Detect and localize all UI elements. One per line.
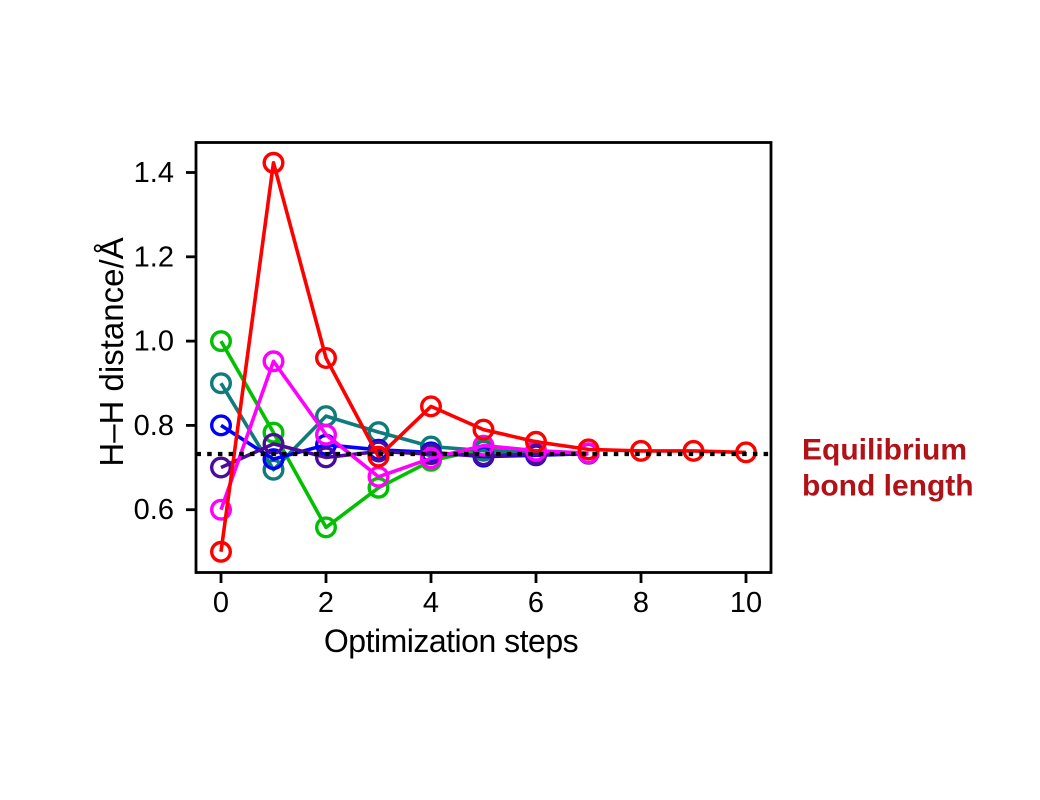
svg-text:0: 0 <box>213 587 229 619</box>
svg-text:0.6: 0.6 <box>134 494 174 526</box>
svg-text:1.2: 1.2 <box>134 241 174 273</box>
svg-text:10: 10 <box>730 587 762 619</box>
svg-text:bond length: bond length <box>802 470 974 503</box>
svg-text:2: 2 <box>318 587 334 619</box>
svg-text:1.0: 1.0 <box>134 326 174 358</box>
svg-text:8: 8 <box>633 587 649 619</box>
svg-text:H–H distance/Å: H–H distance/Å <box>93 237 130 466</box>
svg-text:0.8: 0.8 <box>134 410 174 442</box>
svg-text:Optimization steps: Optimization steps <box>324 623 578 659</box>
svg-text:1.4: 1.4 <box>134 157 174 189</box>
svg-text:Equilibrium: Equilibrium <box>802 434 967 467</box>
svg-text:4: 4 <box>423 587 439 619</box>
svg-text:6: 6 <box>528 587 544 619</box>
